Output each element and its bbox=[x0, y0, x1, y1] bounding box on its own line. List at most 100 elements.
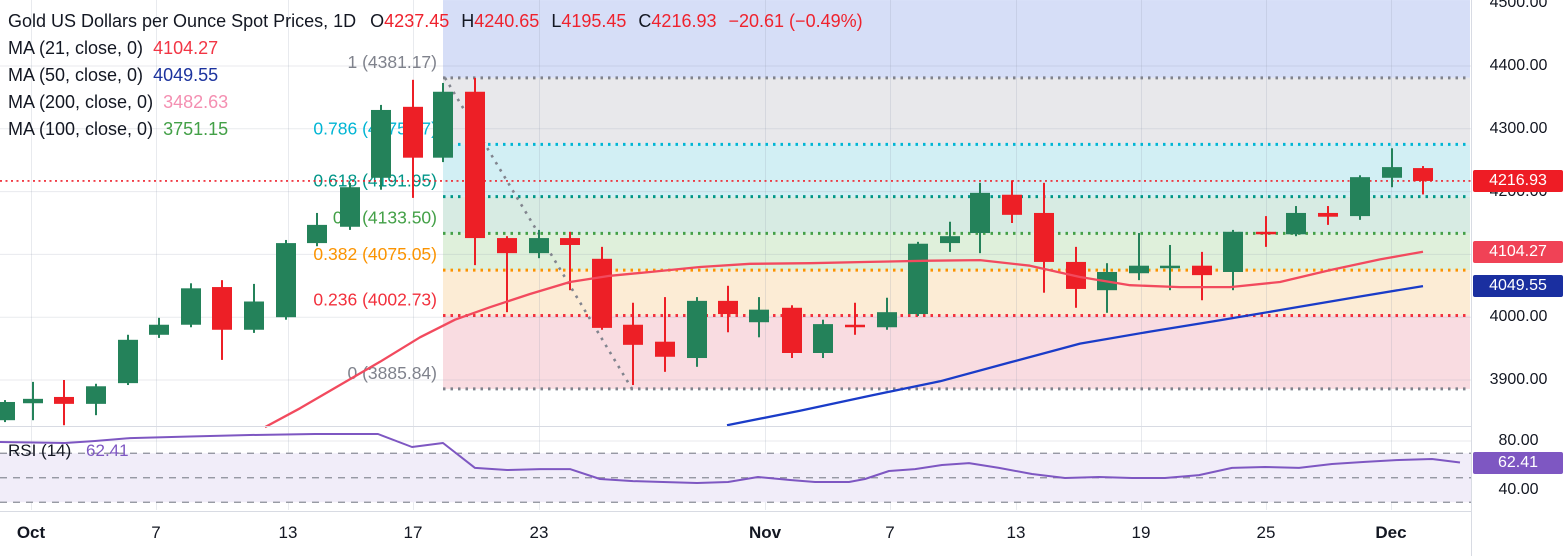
ma-row-2[interactable]: MA (200, close, 0) 3482.63 bbox=[8, 89, 863, 116]
candle[interactable] bbox=[1034, 182, 1054, 293]
time-tick-23: 23 bbox=[529, 523, 549, 542]
fib-zone bbox=[443, 77, 1470, 145]
ma-row-0[interactable]: MA (21, close, 0) 4104.27 bbox=[8, 35, 863, 62]
candle[interactable] bbox=[497, 236, 517, 313]
ohlc-value: 4240.65 bbox=[474, 11, 540, 31]
rsi-label: RSI (14) bbox=[8, 441, 72, 460]
ma-value: 3482.63 bbox=[163, 92, 229, 112]
candle-body bbox=[212, 287, 232, 330]
main-chart-canvas[interactable]: 1 (4381.17)0.786 (4275.17)0.618 (4191.95… bbox=[0, 0, 1471, 511]
candle[interactable] bbox=[845, 302, 865, 335]
fib-zone bbox=[443, 144, 1470, 197]
rsi-legend-row[interactable]: RSI (14) 62.41 bbox=[8, 441, 129, 461]
time-tick-25: 25 bbox=[1256, 523, 1276, 542]
candle[interactable] bbox=[340, 182, 360, 230]
candle[interactable] bbox=[307, 212, 327, 247]
candle[interactable] bbox=[118, 334, 138, 386]
candle[interactable] bbox=[655, 297, 675, 372]
candle[interactable] bbox=[0, 400, 15, 423]
candle-body bbox=[181, 288, 201, 325]
candle[interactable] bbox=[149, 317, 169, 338]
rsi-tick-40.00: 40.00 bbox=[1498, 481, 1539, 498]
candle[interactable] bbox=[529, 229, 549, 259]
candle[interactable] bbox=[212, 280, 232, 360]
rsi-badge: 62.41 bbox=[1473, 451, 1563, 474]
candle[interactable] bbox=[1318, 206, 1338, 225]
candle-body bbox=[749, 309, 769, 323]
price-badge-4104.27: 4104.27 bbox=[1473, 240, 1563, 263]
candle[interactable] bbox=[687, 297, 707, 367]
candle[interactable] bbox=[1160, 244, 1180, 291]
candle-body bbox=[1160, 265, 1180, 269]
candle[interactable] bbox=[592, 246, 612, 330]
candle[interactable] bbox=[1192, 251, 1212, 301]
candle[interactable] bbox=[908, 241, 928, 316]
price-axis[interactable]: 4500.004400.004300.004200.004000.003900.… bbox=[1471, 0, 1564, 556]
candle[interactable] bbox=[718, 285, 738, 333]
ma-row-3[interactable]: MA (100, close, 0) 3751.15 bbox=[8, 116, 863, 143]
candle-body bbox=[23, 398, 43, 404]
time-tick-13: 13 bbox=[1006, 523, 1026, 542]
candle[interactable] bbox=[877, 297, 897, 330]
candle[interactable] bbox=[1002, 180, 1022, 223]
candle[interactable] bbox=[371, 104, 391, 190]
rsi-value: 62.41 bbox=[86, 441, 129, 460]
candle-body bbox=[1350, 177, 1370, 217]
candle[interactable] bbox=[623, 302, 643, 386]
price-change: −20.61 (−0.49%) bbox=[728, 11, 863, 31]
candle[interactable] bbox=[1350, 175, 1370, 220]
time-tick-19: 19 bbox=[1131, 523, 1151, 542]
candle[interactable] bbox=[1256, 216, 1276, 247]
candle[interactable] bbox=[23, 381, 43, 421]
candle[interactable] bbox=[1382, 148, 1402, 188]
ma21-line[interactable] bbox=[264, 250, 1424, 429]
candle[interactable] bbox=[970, 182, 990, 254]
candle-body bbox=[497, 238, 517, 254]
candle-body bbox=[1002, 194, 1022, 215]
candle-body bbox=[403, 106, 423, 158]
candle[interactable] bbox=[54, 380, 74, 426]
ohlc-key: L bbox=[551, 11, 562, 31]
chart-legend: Gold US Dollars per Ounce Spot Prices, 1… bbox=[8, 8, 863, 143]
candle[interactable] bbox=[782, 305, 802, 359]
candle[interactable] bbox=[749, 297, 769, 338]
candle-body bbox=[560, 238, 580, 245]
ohlc-value: 4216.93 bbox=[651, 11, 717, 31]
ohlc-key: H bbox=[461, 11, 475, 31]
price-tick-4300.00: 4300.00 bbox=[1489, 119, 1548, 137]
candle-body bbox=[529, 238, 549, 254]
candle-body bbox=[371, 109, 391, 178]
candle[interactable] bbox=[1286, 206, 1306, 237]
rsi-line[interactable] bbox=[0, 433, 1461, 484]
candle[interactable] bbox=[1129, 233, 1149, 281]
candle[interactable] bbox=[465, 77, 485, 266]
candle[interactable] bbox=[86, 383, 106, 416]
candle[interactable] bbox=[276, 239, 296, 320]
candle-body bbox=[592, 258, 612, 328]
candle[interactable] bbox=[1223, 229, 1243, 291]
ohlc-value: 4195.45 bbox=[561, 11, 627, 31]
candle-body bbox=[118, 339, 138, 384]
candle-body bbox=[54, 396, 74, 404]
candle[interactable] bbox=[1413, 166, 1433, 195]
time-tick-17: 17 bbox=[403, 523, 423, 542]
candle[interactable] bbox=[813, 319, 833, 359]
symbol-title-row[interactable]: Gold US Dollars per Ounce Spot Prices, 1… bbox=[8, 8, 863, 35]
time-axis[interactable]: Oct 7 13 17 23 Nov 7 13 19 25 Dec bbox=[0, 511, 1471, 556]
candle[interactable] bbox=[403, 79, 423, 198]
ma-label: MA (100, close, 0) bbox=[8, 119, 154, 139]
ma50-line[interactable] bbox=[726, 284, 1424, 427]
ma-row-1[interactable]: MA (50, close, 0) 4049.55 bbox=[8, 62, 863, 89]
fib-level-label-1: 1 (4381.17) bbox=[347, 52, 437, 72]
price-badge-4216.93: 4216.93 bbox=[1473, 169, 1563, 192]
candle[interactable] bbox=[433, 82, 453, 163]
candle[interactable] bbox=[560, 231, 580, 291]
time-tick-Nov: Nov bbox=[748, 523, 782, 542]
candle[interactable] bbox=[940, 221, 960, 252]
price-badge-4049.55: 4049.55 bbox=[1473, 275, 1563, 298]
candle-body bbox=[655, 341, 675, 357]
ma-label: MA (21, close, 0) bbox=[8, 38, 144, 58]
candle[interactable] bbox=[181, 283, 201, 328]
candle[interactable] bbox=[244, 283, 264, 333]
